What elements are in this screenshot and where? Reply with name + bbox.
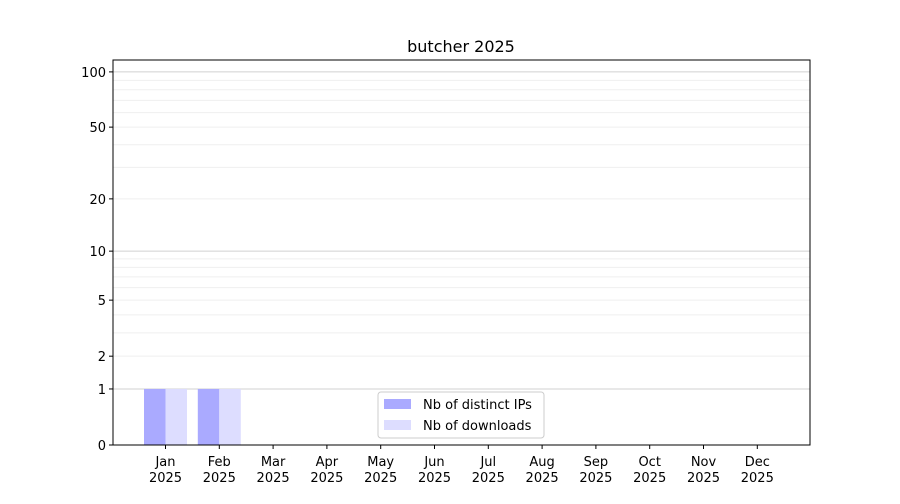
chart-title: butcher 2025 — [407, 37, 515, 56]
x-tick-label: Jan 2025 — [149, 455, 182, 486]
x-tick-label-line: 2025 — [633, 471, 666, 486]
y-tick-label: 0 — [98, 439, 106, 454]
x-tick-label: Apr 2025 — [310, 455, 343, 486]
y-tick-label: 1 — [98, 383, 106, 398]
x-tick-label: Feb 2025 — [203, 455, 236, 486]
plot-frame — [112, 59, 811, 446]
legend-swatch — [384, 420, 411, 430]
x-tick-label: Mar 2025 — [257, 455, 290, 486]
bar-downloads — [165, 388, 187, 445]
x-tick-label-line: Jun — [423, 455, 444, 470]
x-tick-label-line: Mar — [261, 455, 286, 470]
x-tick-label-line: 2025 — [149, 471, 182, 486]
x-tick-label-line: 2025 — [472, 471, 505, 486]
legend-label: Nb of distinct IPs — [423, 398, 532, 413]
legend-swatch — [384, 399, 411, 409]
y-tick-label: 10 — [89, 245, 106, 260]
x-tick-label-line: 2025 — [741, 471, 774, 486]
x-tick-label-line: Aug — [529, 455, 554, 470]
x-tick-label-line: 2025 — [526, 471, 559, 486]
x-tick-label-line: 2025 — [364, 471, 397, 486]
x-tick-label-line: 2025 — [687, 471, 720, 486]
x-tick-label-line: May — [367, 455, 394, 470]
x-tick-label: Oct 2025 — [633, 455, 666, 486]
legend: Nb of distinct IPs Nb of downloads — [377, 391, 545, 439]
x-tick-label-line: 2025 — [579, 471, 612, 486]
gridlines — [113, 71, 810, 390]
x-tick-label-line: Apr — [316, 455, 339, 470]
x-tick-label: Aug 2025 — [526, 455, 559, 486]
x-tick-label: Dec 2025 — [741, 455, 774, 486]
x-tick-label: May 2025 — [364, 455, 397, 486]
x-tick-label-line: 2025 — [310, 471, 343, 486]
y-axis: 0 1 2 5 10 20 50 100 — [81, 66, 113, 454]
x-tick-label: Jul 2025 — [472, 455, 505, 486]
x-tick-label-line: Oct — [638, 455, 660, 470]
x-tick-label: Nov 2025 — [687, 455, 720, 486]
bars — [144, 388, 241, 445]
x-tick-label-line: 2025 — [418, 471, 451, 486]
y-tick-label: 100 — [81, 66, 106, 81]
x-tick-label-line: Jan — [154, 455, 175, 470]
bar-distinct-ips — [197, 388, 220, 445]
legend-box — [377, 391, 545, 439]
y-tick-label: 50 — [89, 121, 106, 136]
bar-distinct-ips — [144, 388, 166, 445]
x-tick-label-line: Dec — [745, 455, 770, 470]
x-tick-label-line: Jul — [479, 455, 496, 470]
y-tick-label: 20 — [89, 193, 106, 208]
bar-downloads — [219, 388, 241, 445]
x-tick-label: Jun 2025 — [418, 455, 451, 486]
x-tick-label-line: 2025 — [203, 471, 236, 486]
legend-label: Nb of downloads — [423, 419, 532, 434]
x-tick-label-line: Sep — [584, 455, 609, 470]
x-tick-label-line: Feb — [208, 455, 231, 470]
x-tick-label-line: Nov — [691, 455, 717, 470]
x-tick-label-line: 2025 — [257, 471, 290, 486]
y-tick-label: 5 — [98, 294, 106, 309]
y-tick-label: 2 — [98, 350, 106, 365]
x-tick-label: Sep 2025 — [579, 455, 612, 486]
